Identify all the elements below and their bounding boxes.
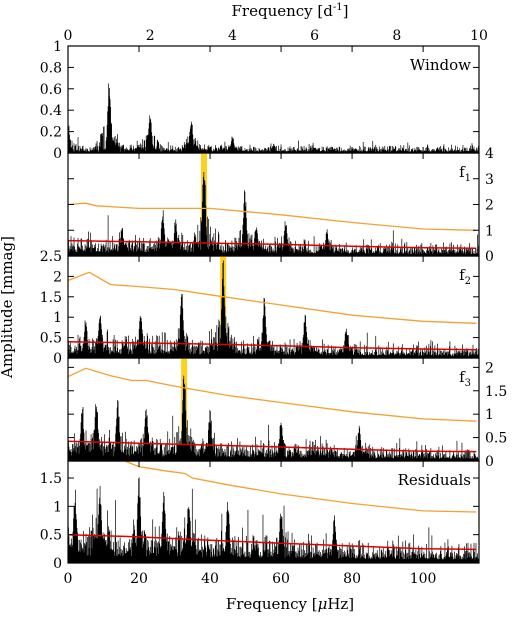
panel-f1: 0 1 2 3 4 f1 [67,146,494,265]
y-tick-label-f3: 0 [485,454,494,470]
top-tick-label: 10 [470,28,488,44]
bottom-tick-label: 40 [201,571,219,587]
bottom-tick-label: 80 [343,571,361,587]
y-tick-label-residuals: 0.5 [40,528,62,544]
top-tick-label: 6 [310,28,319,44]
significance-curve-f2 [68,271,477,324]
y-tick-label-window: 0.2 [40,125,62,141]
panel-residuals: 0 0.5 1 1.5 Residuals [40,460,480,572]
spectrum-f1 [68,171,479,256]
y-tick-label-window: 0.4 [40,103,62,119]
panel-label-f2: f2 [459,266,471,287]
bottom-tick-label: 0 [64,571,73,587]
bottom-tick-label: 20 [130,571,148,587]
y-tick-label-residuals: 1 [53,499,62,515]
y-tick-label-window: 0.6 [40,82,62,98]
y-tick-label-f3: 1 [485,407,494,423]
y-tick-label-residuals: 0 [53,556,62,572]
top-tick-label: 8 [392,28,401,44]
y-tick-label-f3: 0.5 [485,431,507,447]
top-tick-label: 2 [146,28,155,44]
bottom-axis-label: Frequency [μHz] [226,595,354,613]
panel-label-f1: f1 [459,163,471,184]
top-axis-label: Frequency [d-1] [232,2,349,20]
significance-curve-residuals [124,461,477,513]
panels: 0 0.2 0.4 0.6 0.8 1 Window 0 1 2 3 4 f1 0 0.5 1 1.5 2 2.5 f… [40,39,508,572]
y-tick-label-f2: 0.5 [40,331,62,347]
panel-label-window: Window [410,56,471,74]
panel-label-residuals: Residuals [398,471,471,489]
y-axis-label: Amplitude [mmag] [0,236,16,379]
panel-frame-f1 [67,152,480,257]
y-tick-label-f1: 2 [485,198,494,214]
top-frequency-axis: 0 2 4 6 8 10 [64,28,488,44]
bottom-frequency-axis: 0 20 40 60 80 100 [64,571,437,587]
significance-curve-f3 [68,367,477,422]
y-tick-label-f2: 0 [53,351,62,367]
y-tick-label-window: 0.8 [40,60,62,76]
y-tick-label-window: 1 [53,39,62,55]
bottom-tick-label: 60 [272,571,290,587]
y-tick-label-f1: 1 [485,223,494,239]
y-tick-label-f1: 4 [485,146,494,162]
spectrum-residuals [68,477,479,563]
y-tick-label-f1: 3 [485,172,494,188]
y-tick-label-f2: 2.5 [40,249,62,265]
significance-curve-f1 [68,202,477,231]
y-tick-label-f2: 2 [53,269,62,285]
top-tick-label: 4 [228,28,237,44]
noise-curve-f3 [68,440,477,453]
panel-window: 0 0.2 0.4 0.6 0.8 1 Window [40,39,480,162]
y-tick-label-residuals: 1.5 [40,471,62,487]
y-tick-label-f1: 0 [485,249,494,265]
panel-f2: 0 0.5 1 1.5 2 2.5 f2 [40,249,480,367]
panel-label-f3: f3 [459,368,471,389]
noise-curve-residuals [68,533,477,551]
y-tick-label-f2: 1 [53,310,62,326]
noise-curve-f2 [68,340,477,351]
spectrum-f2 [68,260,479,358]
bottom-tick-label: 100 [410,571,437,587]
panel-frame-f3 [67,357,480,462]
spectrum-window [68,83,479,153]
panel-f3: 0 0.5 1 1.5 2 f3 [67,357,507,470]
panel-frame-residuals [67,460,480,564]
noise-curve-f1 [68,239,477,250]
top-tick-label: 0 [64,28,73,44]
y-tick-label-window: 0 [53,146,62,162]
y-tick-label-f3: 1.5 [485,384,507,400]
y-tick-label-f2: 1.5 [40,290,62,306]
y-tick-label-f3: 2 [485,360,494,376]
